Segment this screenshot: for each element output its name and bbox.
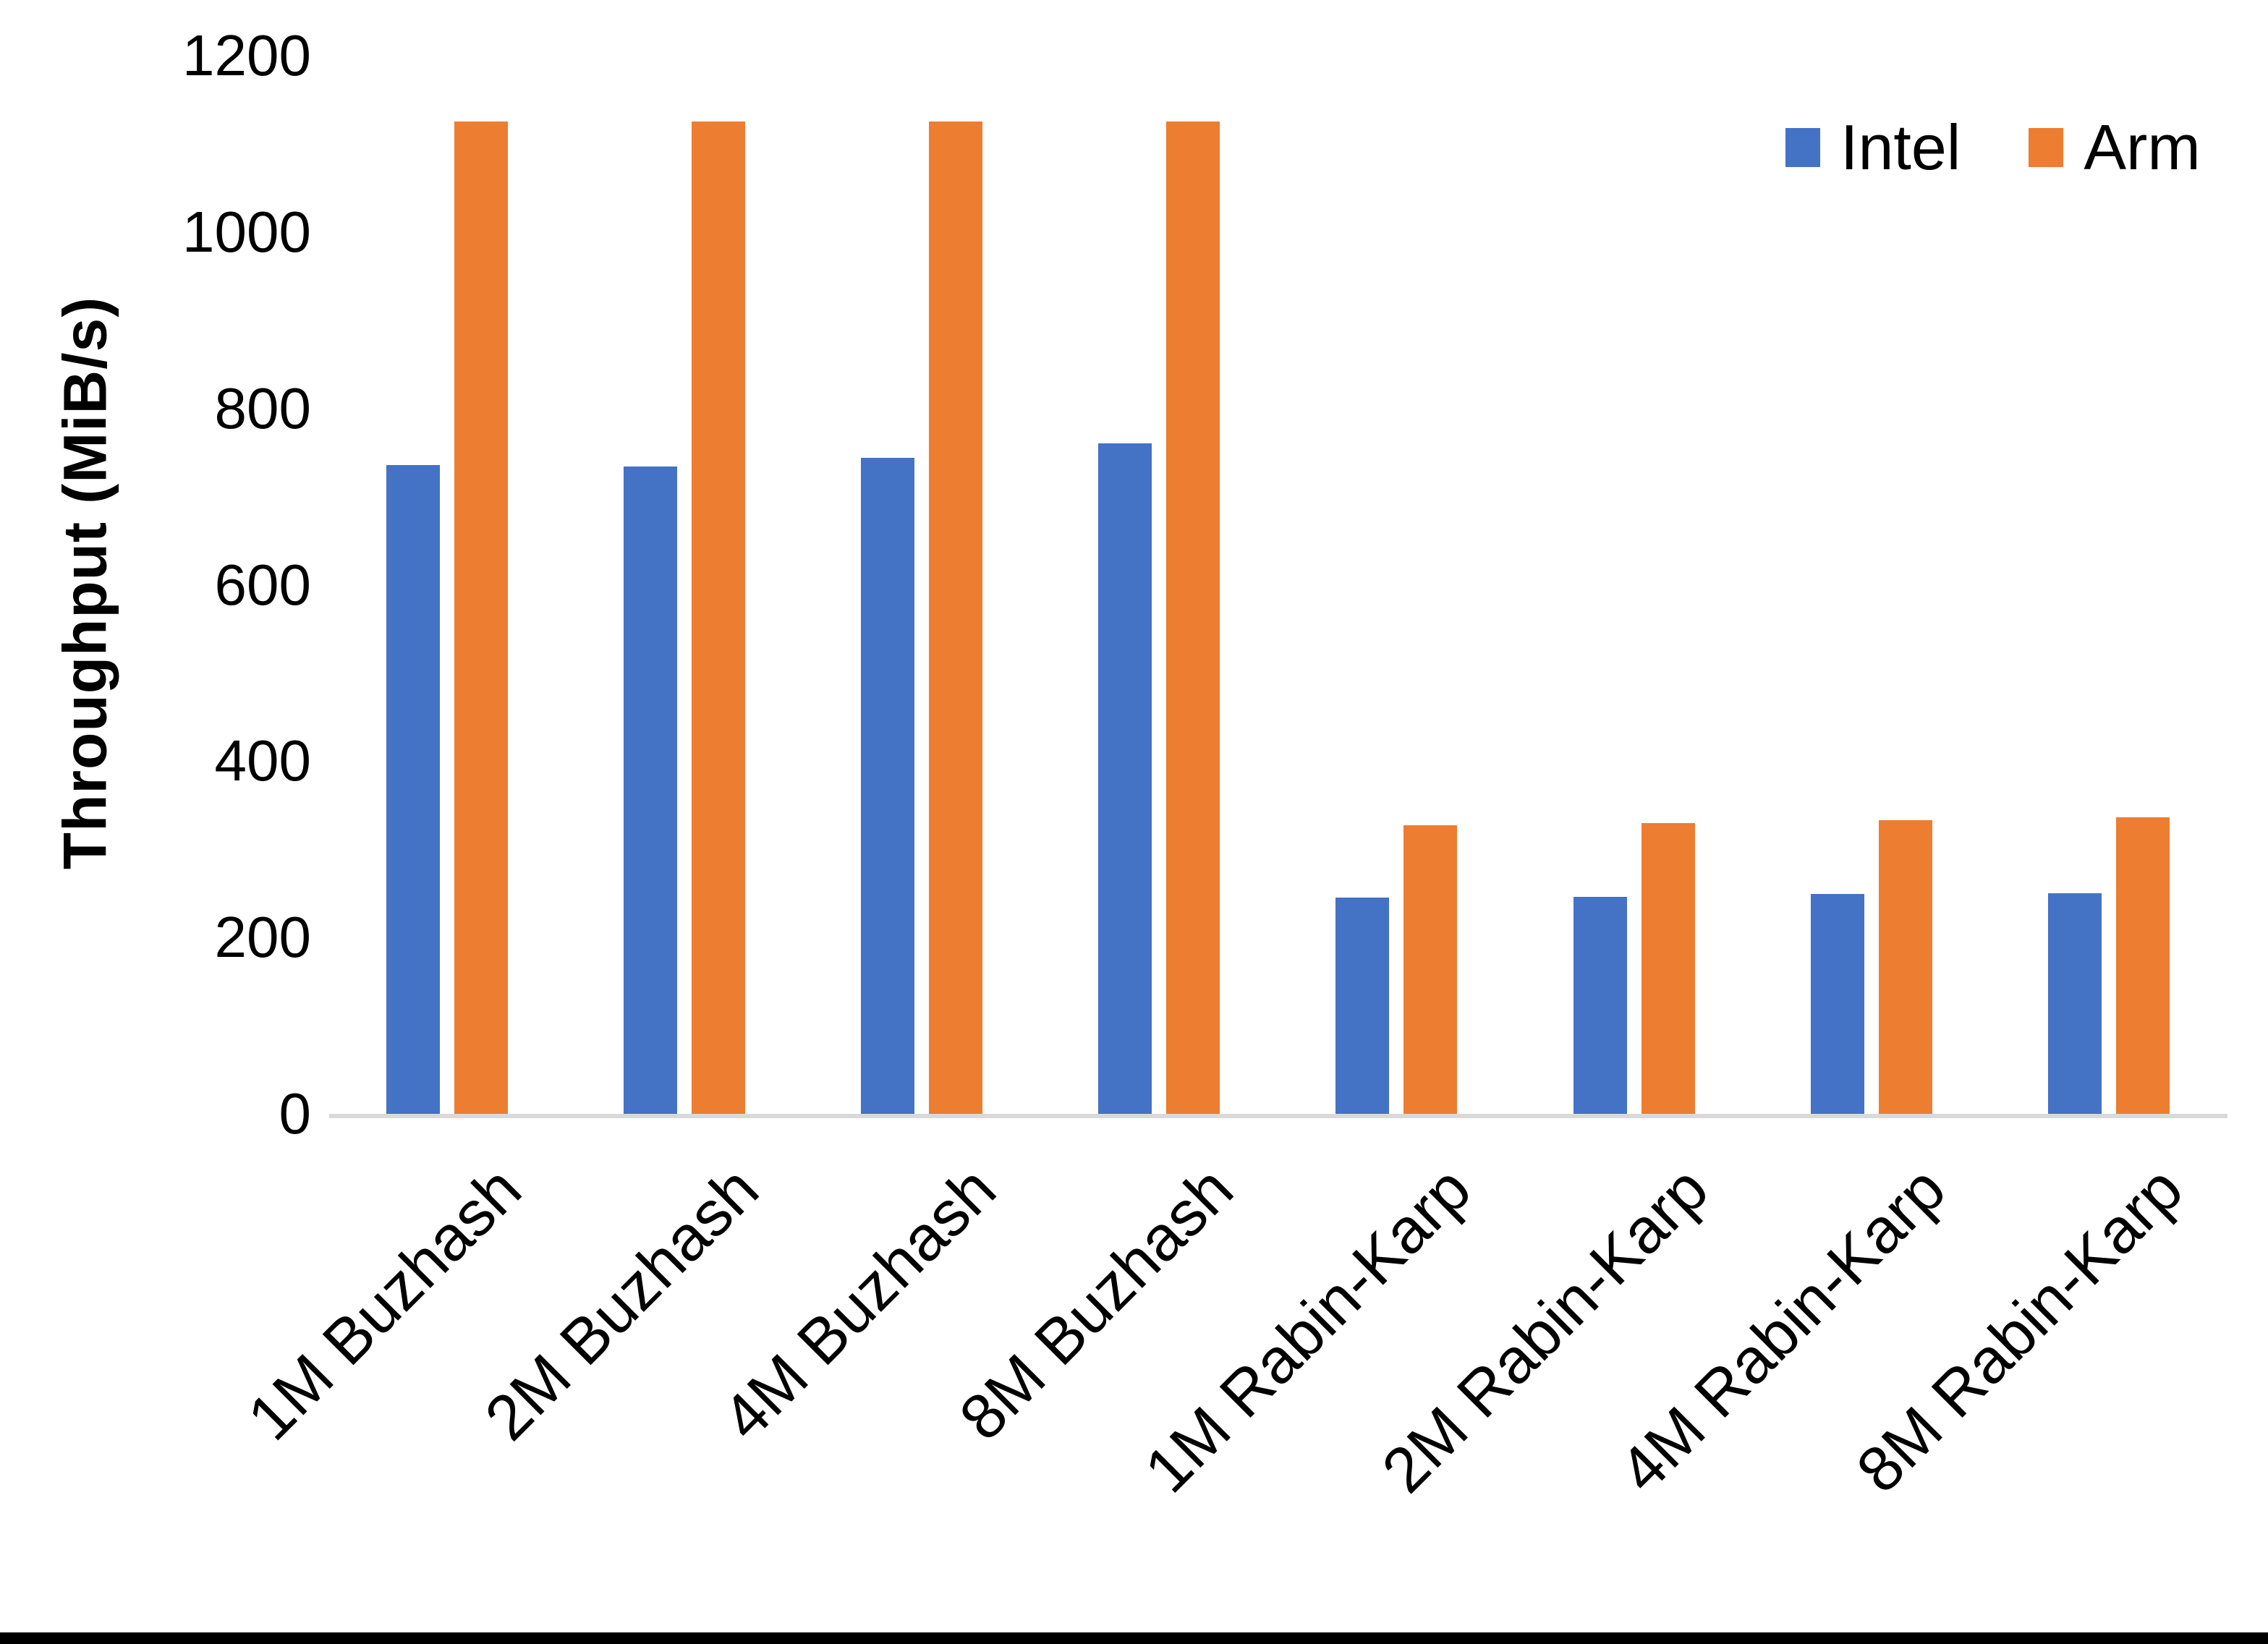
intel-bar	[1335, 898, 1390, 1114]
intel-bar	[1810, 894, 1864, 1114]
legend-item-intel: Intel	[1785, 116, 1961, 179]
intel-bar	[861, 457, 915, 1114]
y-tick-label: 1000	[182, 199, 311, 264]
arm-bar	[1878, 820, 1932, 1114]
intel-bar	[1573, 897, 1627, 1114]
intel-bar	[624, 467, 678, 1114]
y-tick-label: 1200	[182, 23, 311, 88]
y-tick-label: 400	[214, 728, 311, 793]
arm-series-label: Arm	[2084, 111, 2201, 183]
arm-bar	[929, 122, 983, 1114]
arm-bar	[454, 122, 508, 1114]
x-axis-line	[329, 1114, 2227, 1118]
y-axis-title: Throughput (MiB/s)	[51, 296, 119, 870]
intel-bar	[386, 464, 440, 1114]
y-tick-label: 800	[214, 375, 311, 440]
arm-bar	[1641, 822, 1695, 1114]
bottom-border	[0, 1632, 2268, 1644]
arm-series-swatch	[2029, 128, 2064, 167]
y-tick-label: 200	[214, 905, 311, 970]
intel-series-swatch	[1785, 128, 1820, 167]
y-tick-label: 0	[279, 1081, 312, 1146]
arm-bar	[1166, 122, 1220, 1114]
arm-bar	[692, 122, 746, 1114]
intel-series-label: Intel	[1840, 111, 1961, 183]
intel-bar	[2047, 893, 2102, 1114]
legend-item-arm: Arm	[2029, 111, 2201, 183]
y-tick-label: 600	[214, 552, 311, 617]
intel-bar	[1098, 443, 1152, 1114]
legend: Intel Arm	[1785, 116, 2201, 179]
arm-bar	[1403, 825, 1458, 1114]
arm-bar	[2115, 817, 2170, 1114]
